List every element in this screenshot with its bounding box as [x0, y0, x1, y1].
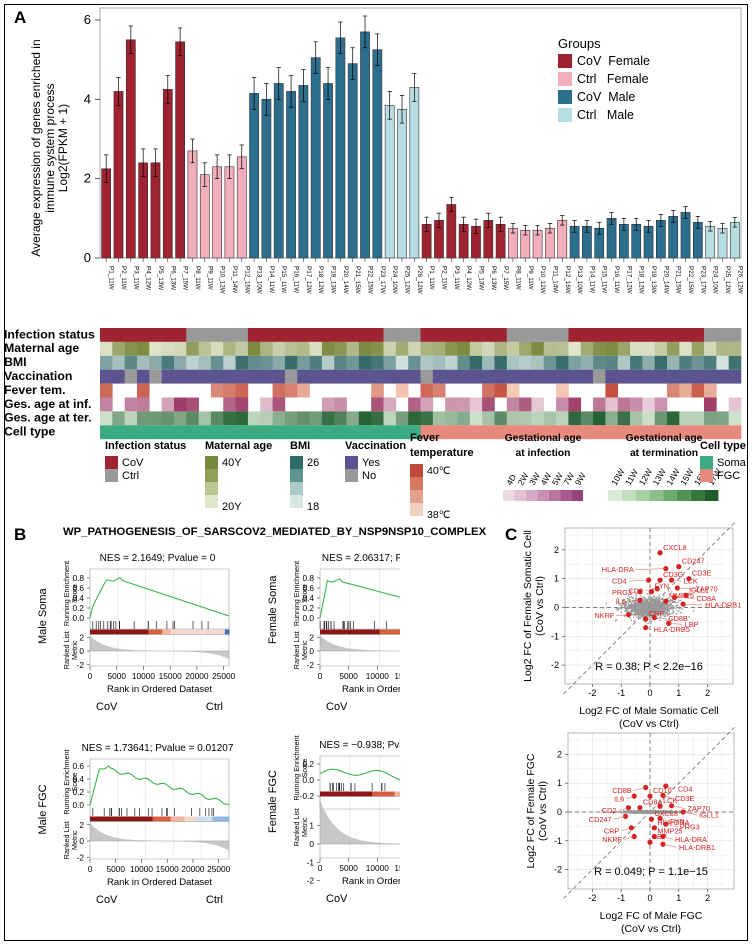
svg-text:FYN: FYN [654, 582, 669, 591]
svg-text:Log2 FC of Female Somatic Cell: Log2 FC of Female Somatic Cell [522, 530, 534, 682]
svg-text:-2: -2 [588, 688, 596, 698]
svg-text:2: 2 [554, 545, 559, 555]
svg-text:-1: -1 [617, 893, 625, 903]
svg-text:0: 0 [557, 807, 562, 817]
svg-text:-1: -1 [617, 688, 625, 698]
svg-text:-1: -1 [554, 836, 562, 846]
svg-text:HLA-DRB1: HLA-DRB1 [705, 601, 741, 610]
svg-text:2: 2 [705, 893, 710, 903]
svg-text:-2: -2 [588, 893, 596, 903]
svg-text:(CoV vs Ctrl): (CoV vs Ctrl) [534, 576, 546, 636]
svg-text:(CoV vs Ctrl): (CoV vs Ctrl) [619, 718, 679, 730]
svg-text:MMP25: MMP25 [669, 591, 694, 600]
svg-text:-2: -2 [554, 865, 562, 875]
svg-text:HLA-DRA: HLA-DRA [602, 565, 634, 574]
svg-text:1: 1 [676, 688, 681, 698]
svg-text:R = 0.38; P < 2.2e−16: R = 0.38; P < 2.2e−16 [595, 661, 703, 673]
svg-text:2: 2 [557, 749, 562, 759]
svg-text:1: 1 [557, 778, 562, 788]
svg-text:CD3E: CD3E [692, 569, 712, 578]
svg-text:0: 0 [647, 893, 652, 903]
svg-text:CD3G: CD3G [663, 570, 684, 579]
svg-text:HLA-DRB5: HLA-DRB5 [654, 625, 690, 634]
svg-text:0: 0 [647, 688, 652, 698]
svg-text:-1: -1 [551, 631, 559, 641]
svg-text:CD247: CD247 [682, 557, 705, 566]
svg-text:-2: -2 [551, 660, 559, 670]
svg-text:1: 1 [554, 574, 559, 584]
svg-text:CD4: CD4 [612, 577, 627, 586]
svg-text:IL6: IL6 [616, 597, 626, 606]
svg-text:CXCL8: CXCL8 [663, 543, 687, 552]
svg-text:NKRF: NKRF [595, 611, 615, 620]
svg-text:PRG3: PRG3 [612, 588, 632, 597]
svg-text:0: 0 [554, 603, 559, 613]
svg-text:1: 1 [676, 893, 681, 903]
svg-text:Log2 FC of Male Somatic Cell: Log2 FC of Male Somatic Cell [579, 705, 718, 717]
svg-text:2: 2 [705, 688, 710, 698]
